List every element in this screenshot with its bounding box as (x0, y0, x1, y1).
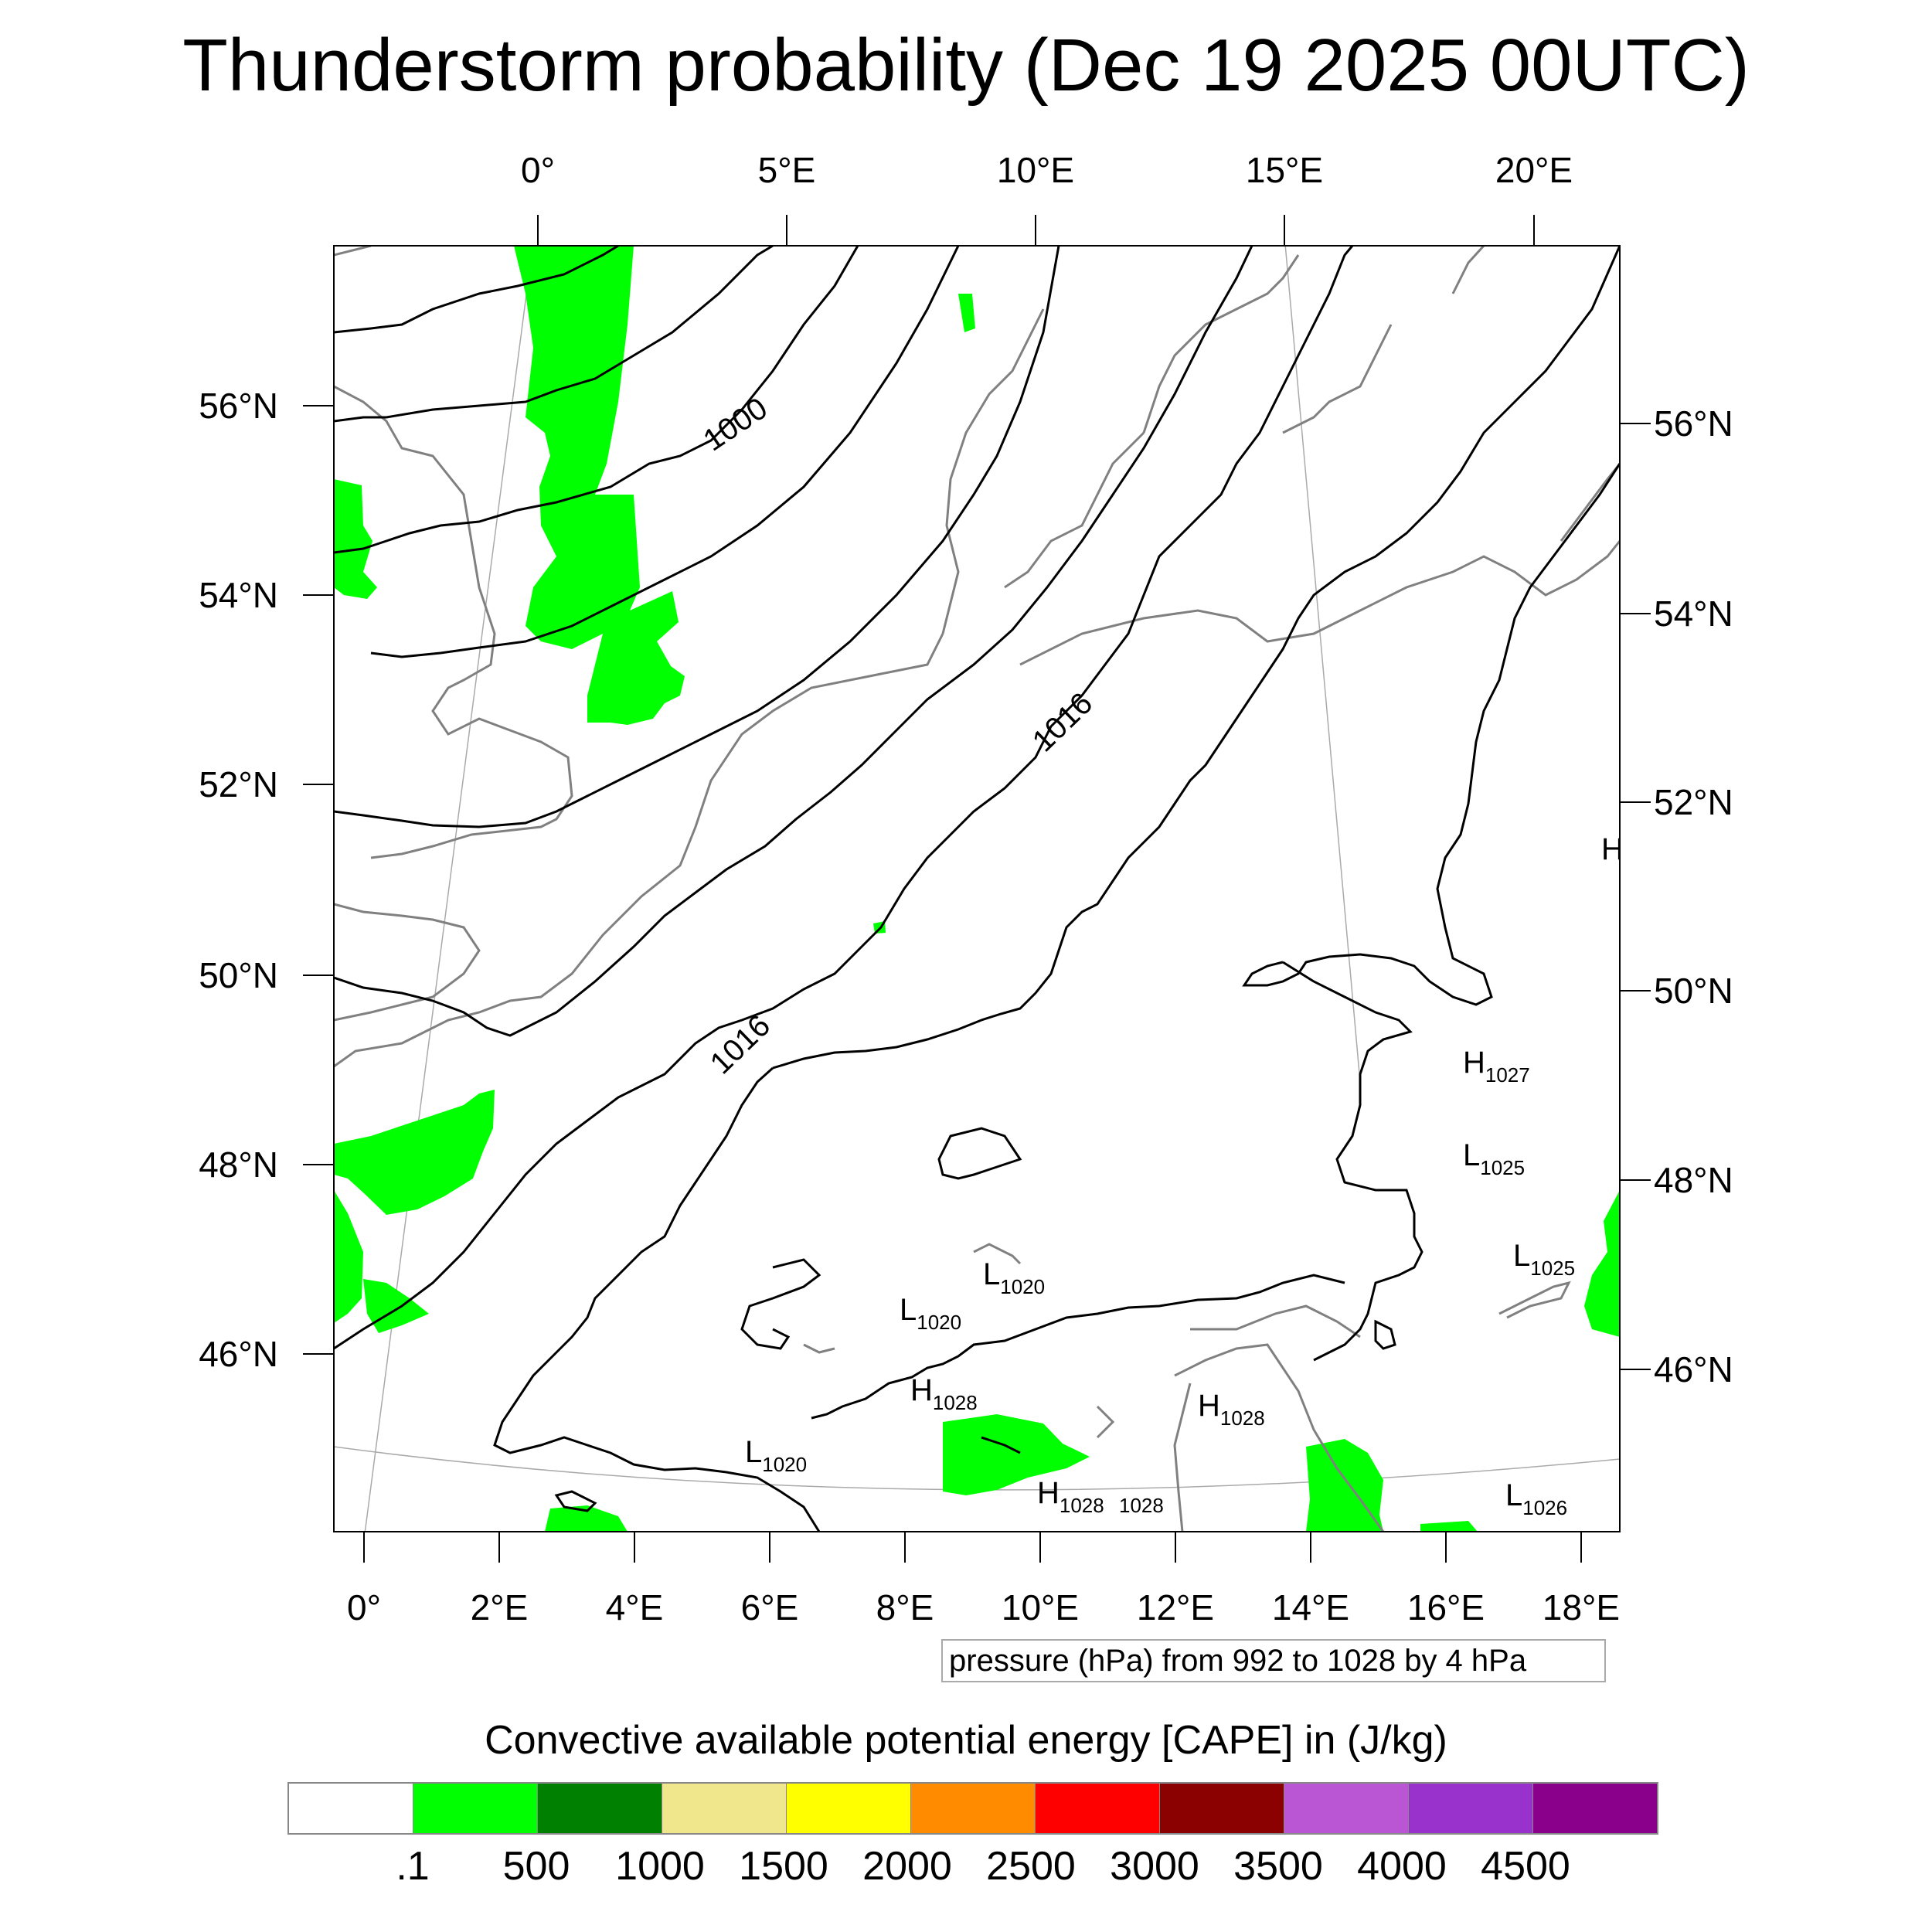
isobars (334, 246, 1620, 1532)
colorbar-title: Convective available potential energy [C… (485, 1718, 1447, 1763)
cape-area-small-2 (1420, 1521, 1478, 1532)
pressure-centers: H1027 L1025 L1025 L1020 L1020 H1028 H102… (745, 832, 1624, 1519)
colorbar-box (662, 1784, 787, 1833)
cape-area-biscay (334, 1090, 495, 1215)
colorbar-box (413, 1784, 538, 1833)
pressure-center: H1028 (1198, 1389, 1265, 1430)
colorbar-label: 4000 (1357, 1844, 1447, 1889)
pressure-info-box: pressure (hPa) from 992 to 1028 by 4 hPa (941, 1639, 1606, 1682)
bottom-lon-label: 6°E (741, 1587, 799, 1628)
tick-marks (303, 215, 1651, 1563)
cape-areas (334, 246, 1620, 1532)
right-lat-label: 54°N (1654, 594, 1733, 634)
cape-area-adriatic (1306, 1439, 1383, 1532)
colorbar-box (1036, 1784, 1160, 1833)
left-lat-label: 46°N (199, 1334, 278, 1374)
left-lat-label: 56°N (199, 386, 278, 426)
right-lat-label: 48°N (1654, 1160, 1733, 1200)
pressure-center: H1028 (910, 1373, 978, 1414)
colorbar-box (1409, 1784, 1533, 1833)
right-lat-label: 52°N (1654, 782, 1733, 822)
colorbar-label: 3000 (1110, 1844, 1199, 1889)
plot-frame (333, 245, 1621, 1532)
colorbar-box (787, 1784, 911, 1833)
bottom-lon-label: 8°E (876, 1587, 934, 1628)
top-longitude-labels: 0° 5°E 10°E 15°E 20°E (521, 150, 1573, 190)
top-lon-label: 20°E (1495, 150, 1573, 190)
map-title: Thunderstorm probability (Dec 19 2025 00… (182, 24, 1750, 107)
bottom-lon-label: 10°E (1002, 1587, 1079, 1628)
coastlines (334, 246, 1620, 1532)
right-lat-label: 56°N (1654, 403, 1733, 444)
pressure-center: 1028 (1119, 1494, 1164, 1517)
cape-area-aegean-edge (1584, 1190, 1620, 1337)
right-latitude-labels: 56°N 54°N 52°N 50°N 48°N 46°N (1654, 403, 1733, 1389)
pressure-center: H1028 (1037, 1476, 1104, 1517)
bottom-lon-label: 18°E (1543, 1587, 1620, 1628)
bottom-longitude-labels: 0° 2°E 4°E 6°E 8°E 10°E 12°E 14°E 16°E 1… (347, 1587, 1620, 1628)
cape-area-alps (943, 1414, 1090, 1495)
pressure-center: L1026 (1505, 1478, 1567, 1519)
colorbar-label: 3500 (1233, 1844, 1323, 1889)
right-lat-label: 46°N (1654, 1349, 1733, 1389)
pressure-center: L1025 (1513, 1239, 1575, 1280)
bottom-lon-label: 0° (347, 1587, 381, 1628)
colorbar-box (1284, 1784, 1409, 1833)
cape-area-small-1 (958, 294, 975, 332)
cape-area-east-england (334, 479, 377, 599)
pressure-center: H (1601, 832, 1624, 866)
left-lat-label: 50°N (199, 955, 278, 995)
pressure-center: L1025 (1463, 1138, 1525, 1179)
right-lat-label: 50°N (1654, 971, 1733, 1011)
colorbar-box (1160, 1784, 1284, 1833)
bottom-lon-label: 14°E (1272, 1587, 1349, 1628)
colorbar-label: .1 (396, 1844, 430, 1889)
left-lat-label: 48°N (199, 1145, 278, 1185)
colorbar-labels: .1 500 1000 1500 2000 2500 3000 3500 4000 4500 (0, 1843, 1932, 1897)
cape-area-france-west (334, 1190, 363, 1323)
cape-area-north-sea (514, 246, 685, 725)
pressure-center: L1020 (745, 1435, 807, 1476)
colorbar-label: 1500 (739, 1844, 828, 1889)
bottom-lon-label: 4°E (606, 1587, 664, 1628)
colorbar-box (911, 1784, 1036, 1833)
cape-area-mediterranean (545, 1505, 628, 1532)
bottom-lon-label: 16°E (1407, 1587, 1485, 1628)
contour-label-1016-lower: 1016 (704, 1009, 777, 1080)
pressure-center: H1027 (1463, 1046, 1530, 1087)
top-lon-label: 10°E (997, 150, 1074, 190)
contour-label-1016-upper: 1016 (1026, 686, 1100, 758)
colorbar-box (538, 1784, 662, 1833)
map-plot-area: 1000 1016 1016 H1027 L1025 L1025 L1020 L… (334, 246, 1624, 1532)
top-lon-label: 15°E (1246, 150, 1323, 190)
cape-colorbar (287, 1782, 1658, 1835)
colorbar-label: 2500 (986, 1844, 1076, 1889)
bottom-lon-label: 2°E (471, 1587, 529, 1628)
colorbar-box (289, 1784, 413, 1833)
left-lat-label: 52°N (199, 764, 278, 804)
pressure-center: L1020 (983, 1257, 1045, 1298)
top-lon-label: 5°E (758, 150, 816, 190)
colorbar-label: 2000 (862, 1844, 952, 1889)
contour-label-1000: 1000 (697, 391, 773, 457)
colorbar-label: 4500 (1481, 1844, 1570, 1889)
colorbar-label: 500 (502, 1844, 570, 1889)
pressure-center: L1020 (900, 1293, 961, 1334)
colorbar-box (1533, 1784, 1657, 1833)
left-latitude-labels: 56°N 54°N 52°N 50°N 48°N 46°N (199, 386, 278, 1374)
bottom-lon-label: 12°E (1137, 1587, 1214, 1628)
colorbar-label: 1000 (615, 1844, 705, 1889)
cape-area-gironde (363, 1279, 429, 1333)
top-lon-label: 0° (521, 150, 555, 190)
left-lat-label: 54°N (199, 575, 278, 615)
